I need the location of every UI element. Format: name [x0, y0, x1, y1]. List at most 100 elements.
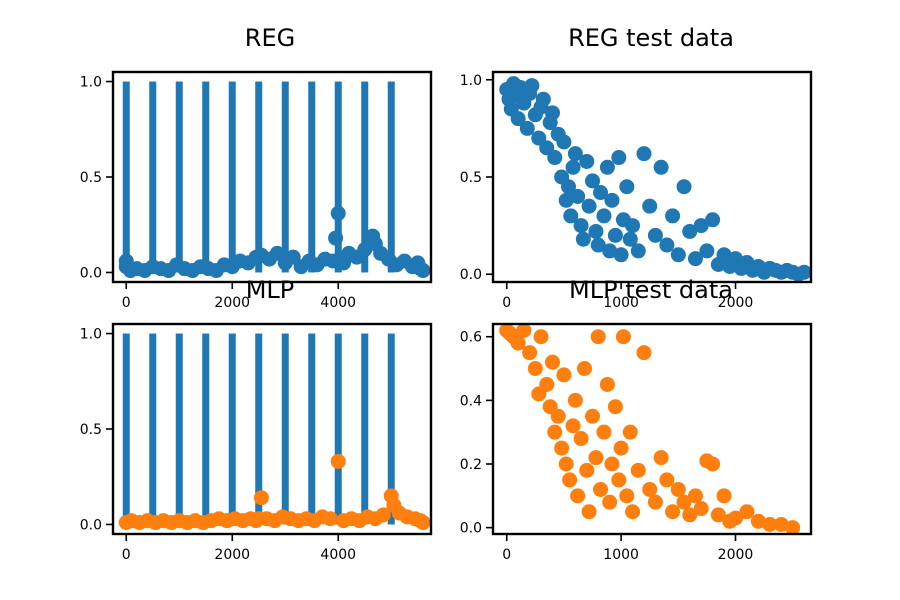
scatter-point — [705, 456, 721, 472]
scatter-point — [653, 159, 669, 175]
scatter-point — [682, 507, 698, 523]
scatter-point — [556, 134, 572, 150]
x-tick-label: 2000 — [214, 295, 250, 311]
plot-area — [499, 322, 801, 536]
scatter-point — [585, 173, 601, 189]
scatter-point — [573, 431, 589, 447]
x-tick-label: 0 — [122, 547, 131, 563]
scatter-point — [670, 481, 686, 497]
axes-frame — [491, 322, 813, 536]
scatter-point — [510, 335, 526, 351]
scatter-point — [599, 376, 615, 392]
scatter-point — [510, 111, 526, 127]
scatter-point — [539, 376, 555, 392]
scatter-point — [554, 440, 570, 456]
scatter-point — [562, 472, 578, 488]
scatter-point — [522, 345, 538, 361]
scatter-point — [728, 510, 744, 526]
panel-title: MLP — [246, 276, 295, 304]
scatter-point — [573, 218, 589, 234]
scatter-point — [556, 367, 572, 383]
bar — [361, 81, 369, 273]
scatter-point — [647, 227, 663, 243]
bar — [255, 81, 263, 273]
scatter-point — [699, 243, 715, 259]
scatter-point — [322, 511, 338, 527]
scatter-point — [607, 227, 623, 243]
x-tick-label: 2000 — [718, 547, 754, 563]
scatter-point — [716, 247, 732, 263]
bar — [334, 81, 342, 273]
panel-reg: REG 0 2000 4000 0.0 0.5 1.0 — [80, 24, 433, 311]
scatter-point — [527, 361, 543, 377]
scatter-point — [630, 243, 646, 259]
y-tick-label: 0.4 — [460, 393, 482, 409]
scatter-point — [602, 243, 618, 259]
bar — [387, 81, 395, 273]
panel-title: REG test data — [568, 24, 734, 52]
scatter-point — [535, 91, 551, 107]
scatter-point — [415, 263, 431, 279]
scatter-point — [588, 450, 604, 466]
scatter-point — [630, 462, 646, 478]
scatter-point — [328, 230, 344, 246]
bar — [175, 333, 183, 525]
x-tick-label: 2000 — [214, 547, 250, 563]
scatter-point — [659, 237, 675, 253]
scatter-point — [607, 399, 623, 415]
scatter-point — [604, 192, 620, 208]
scatter-point — [585, 408, 601, 424]
scatter-point — [773, 516, 789, 532]
y-tick-label: 0.5 — [80, 170, 102, 186]
scatter-point — [330, 453, 346, 469]
scatter-point — [588, 223, 604, 239]
scatter-point — [567, 392, 583, 408]
bar — [387, 333, 395, 525]
scatter-point — [682, 223, 698, 239]
scatter-point — [581, 504, 597, 520]
scatter-point — [253, 490, 269, 506]
scatter-point — [642, 481, 658, 497]
scatter-point — [602, 494, 618, 510]
scatter-point — [570, 488, 586, 504]
scatter-point — [593, 481, 609, 497]
scatter-point — [636, 146, 652, 162]
panel-mlp: 0 2000 4000 0.0 0.5 1.0 MLP — [80, 276, 433, 563]
panel-reg-test-data: REG test data 0 1000 2000 0.0 0.5 1.0 — [460, 24, 813, 311]
x-tick-label: 4000 — [320, 295, 356, 311]
tick-layer: 0 2000 4000 0.0 0.5 1.0 — [80, 327, 356, 563]
scatter-point — [596, 208, 612, 224]
scatter-point — [567, 146, 583, 162]
bar — [334, 333, 342, 525]
scatter-point — [581, 198, 597, 214]
scatter-point — [739, 504, 755, 520]
scatter-point — [676, 179, 692, 195]
scatter-point — [762, 516, 778, 532]
y-tick-label: 1.0 — [460, 73, 482, 89]
x-tick-label: 0 — [502, 547, 511, 563]
x-tick-label: 1000 — [603, 295, 639, 311]
scatter-point — [613, 247, 629, 263]
scatter-point — [590, 329, 606, 345]
scatter-point — [563, 208, 579, 224]
scatter-point — [615, 329, 631, 345]
bar — [308, 333, 316, 525]
tick-layer: 0 1000 2000 0.0 0.2 0.4 0.6 — [460, 330, 754, 563]
scatter-point — [544, 105, 560, 121]
scatter-point — [565, 159, 581, 175]
scatter-point — [613, 440, 629, 456]
scatter-point — [687, 251, 703, 267]
scatter-point — [415, 515, 431, 531]
scatter-point — [653, 450, 669, 466]
scatter-point — [705, 212, 721, 228]
y-tick-label: 0.6 — [460, 330, 482, 346]
scatter-point — [636, 345, 652, 361]
scatter-point — [533, 329, 549, 345]
bar — [149, 81, 157, 273]
bar — [175, 81, 183, 273]
scatter-point — [622, 424, 638, 440]
x-tick-label: 0 — [502, 295, 511, 311]
scatter-point — [577, 361, 593, 377]
plot-area — [118, 81, 431, 279]
plot-area — [118, 333, 431, 531]
